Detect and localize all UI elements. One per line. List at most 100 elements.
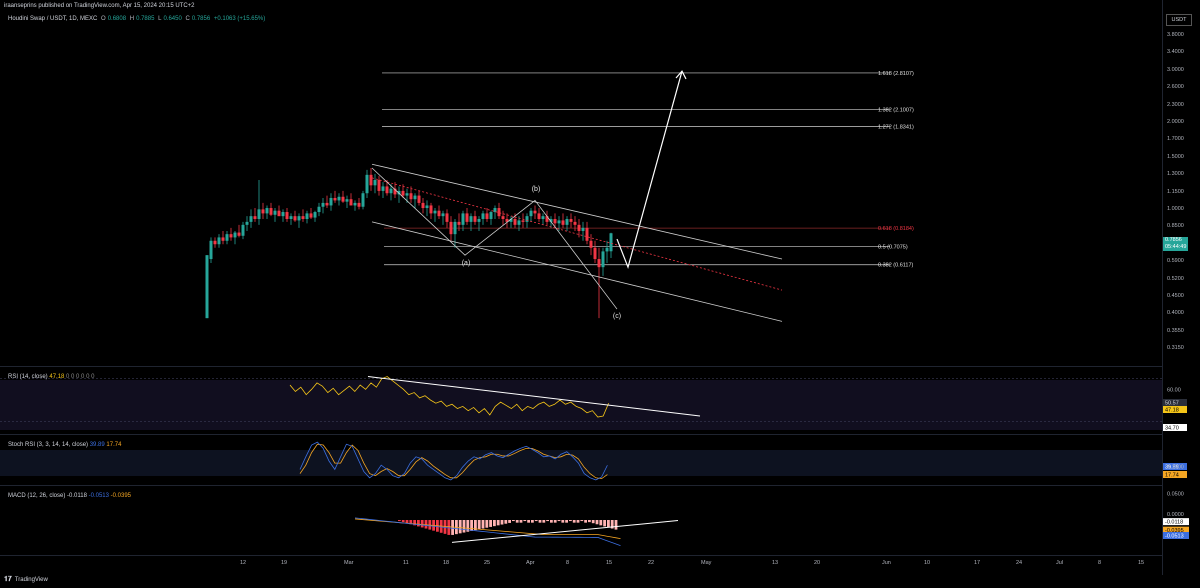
time-tick: 19 bbox=[281, 560, 288, 566]
candle-body bbox=[449, 221, 453, 235]
macd-value: -0.0513 bbox=[88, 493, 109, 499]
macd-histogram-bar bbox=[417, 520, 420, 527]
open-value: 0.6808 bbox=[107, 16, 127, 22]
macd-histogram-bar bbox=[413, 520, 416, 526]
macd-histogram-bar bbox=[523, 520, 527, 522]
rsi-value-tag bbox=[1163, 399, 1187, 406]
price-tick: 2.3000 bbox=[1167, 101, 1184, 108]
price-tick: 0.5900 bbox=[1167, 258, 1184, 265]
price-tick: 1.5000 bbox=[1167, 153, 1184, 160]
rsi-tick-60: 60.00 bbox=[1167, 387, 1181, 393]
candle-body bbox=[461, 213, 465, 225]
candle-body bbox=[425, 205, 429, 209]
candle-body bbox=[321, 202, 325, 207]
time-tick: Mar bbox=[344, 560, 354, 566]
price-tick: 0.4500 bbox=[1167, 293, 1184, 299]
candle-body bbox=[393, 188, 397, 195]
macd-histogram-bar bbox=[420, 520, 424, 528]
candle-body bbox=[569, 218, 573, 222]
macd-legend[interactable]: MACD (12, 26, close) -0.0118 -0.0513 -0.… bbox=[8, 493, 131, 499]
macd-signal-value: -0.0395 bbox=[110, 493, 131, 499]
candle-body bbox=[597, 259, 601, 268]
macd-histogram-bar bbox=[424, 520, 428, 529]
candle-body bbox=[493, 208, 497, 213]
candle-body bbox=[341, 196, 345, 202]
candle-body bbox=[221, 237, 225, 241]
midline-dotted bbox=[371, 177, 783, 291]
candle-body bbox=[549, 218, 553, 222]
candle-body bbox=[325, 202, 329, 206]
candle-body bbox=[517, 220, 521, 225]
price-tick: 1.0000 bbox=[1167, 206, 1184, 212]
candle-body bbox=[385, 186, 389, 194]
macd-value-tag bbox=[1163, 526, 1189, 534]
candle-body bbox=[593, 247, 597, 260]
candle-body bbox=[541, 216, 545, 219]
candle-body bbox=[285, 212, 289, 219]
candle-body bbox=[301, 216, 305, 219]
pane-separator[interactable] bbox=[0, 555, 1162, 556]
macd-histogram-bar bbox=[512, 520, 515, 522]
macd-histogram-bar bbox=[565, 520, 568, 523]
candle-body bbox=[581, 227, 585, 231]
candle-body bbox=[477, 218, 481, 222]
footer-brand: TradingView bbox=[14, 577, 48, 583]
candle-body bbox=[441, 213, 445, 217]
rsi-legend[interactable]: RSI (14, close) 47.18 0 0 0 0 0 0 bbox=[8, 374, 94, 380]
rsi-value-tag bbox=[1163, 424, 1187, 431]
pane-separator[interactable] bbox=[0, 434, 1162, 435]
wave-abc-line bbox=[371, 167, 618, 310]
candle-body bbox=[601, 251, 605, 268]
candle-body bbox=[237, 232, 241, 236]
stoch-value-tag bbox=[1163, 471, 1187, 478]
stoch-rsi-legend[interactable]: Stoch RSI (3, 3, 14, 14, close) 39.89 17… bbox=[8, 442, 121, 448]
high-label: H bbox=[129, 16, 135, 22]
low-label: L bbox=[158, 16, 162, 22]
low-value: 0.6450 bbox=[163, 16, 182, 22]
pane-separator[interactable] bbox=[0, 485, 1162, 486]
candle-body bbox=[357, 202, 361, 207]
wave-label-c: (c) bbox=[613, 313, 621, 320]
macd-histogram-bar bbox=[561, 520, 565, 523]
candle-body bbox=[501, 216, 505, 219]
candle-body bbox=[293, 216, 297, 221]
candle-body bbox=[213, 240, 217, 245]
fib-level-label: 1.618 (2.8107) bbox=[878, 71, 914, 77]
publisher-header: iraanseprins published on TradingView.co… bbox=[4, 3, 195, 9]
pane-separator[interactable] bbox=[0, 366, 1162, 367]
price-tick: 3.8000 bbox=[1167, 32, 1184, 38]
currency-button[interactable]: USDT bbox=[1166, 14, 1192, 26]
candle-body bbox=[225, 234, 229, 241]
macd-histogram-bar bbox=[489, 520, 492, 527]
candle-body bbox=[241, 224, 245, 236]
macd-histogram-bar bbox=[584, 520, 587, 523]
candle-body bbox=[605, 247, 609, 252]
time-tick: 15 bbox=[606, 560, 613, 566]
macd-histogram-bar bbox=[576, 520, 580, 523]
candle-body bbox=[521, 220, 525, 222]
fib-level-label: 1.272 (1.8341) bbox=[878, 125, 914, 131]
channel-upper-line bbox=[371, 163, 783, 260]
candle-body bbox=[525, 216, 529, 222]
macd-histogram-bar bbox=[508, 520, 511, 523]
symbol-name[interactable]: Houdini Swap / USDT, 1D, MEXC bbox=[8, 16, 98, 22]
time-tick: 8 bbox=[1098, 560, 1102, 566]
current-price-value: 0.7856 bbox=[1165, 237, 1182, 243]
candle-body bbox=[281, 212, 285, 217]
macd-value-tag-text: -0.0395 bbox=[1165, 528, 1184, 534]
macd-value-tag bbox=[1163, 532, 1189, 539]
time-tick: 20 bbox=[814, 560, 821, 566]
candle-body bbox=[577, 224, 581, 231]
stoch-value-tag-text: 39.89 bbox=[1165, 465, 1179, 471]
channel-lower-line bbox=[371, 221, 783, 322]
macd-histogram-bar bbox=[519, 520, 523, 523]
candle-body bbox=[249, 216, 253, 222]
macd-histogram-bar bbox=[542, 520, 546, 523]
stoch-k-line bbox=[299, 441, 608, 481]
price-axis[interactable] bbox=[1162, 0, 1200, 575]
wave-label-a: (a) bbox=[462, 260, 471, 267]
macd-hist-value: -0.0118 bbox=[67, 493, 87, 499]
candle-body bbox=[565, 218, 569, 225]
